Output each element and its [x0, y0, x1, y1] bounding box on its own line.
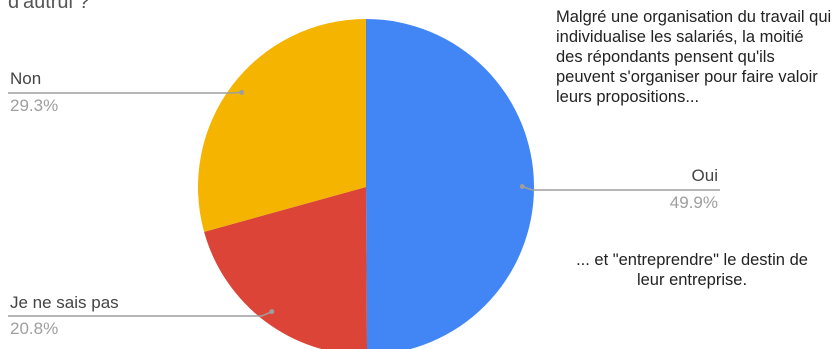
- leader-line: [8, 310, 273, 317]
- leader-dot: [519, 184, 525, 190]
- question-fragment: d'autrui ?: [8, 0, 90, 13]
- leader-dot: [269, 309, 275, 315]
- pie-slice-non: [197, 19, 366, 232]
- annotation-bottom: ... et "entreprendre" le destin de leur …: [576, 251, 808, 289]
- slice-value-label: 20.8%: [10, 319, 58, 338]
- slice-value-label: 49.9%: [670, 193, 718, 212]
- pie-labels: Oui 49.9% Je ne sais pas 20.8% Non 29.3%: [8, 69, 720, 338]
- slice-name-label: Oui: [692, 166, 718, 185]
- pie-slice-oui: [366, 19, 534, 349]
- leader-line: [521, 185, 720, 191]
- leader-line: [8, 91, 242, 94]
- pie-slice-je-ne-sais-pas: [204, 187, 368, 349]
- annotation-top: Malgré une organisation du travail qui i…: [556, 8, 832, 106]
- slice-name-label: Non: [10, 69, 41, 88]
- slice-name-label: Je ne sais pas: [10, 293, 119, 312]
- slice-value-label: 29.3%: [10, 96, 58, 115]
- pie-slices: [197, 19, 534, 349]
- leader-dot: [239, 89, 245, 95]
